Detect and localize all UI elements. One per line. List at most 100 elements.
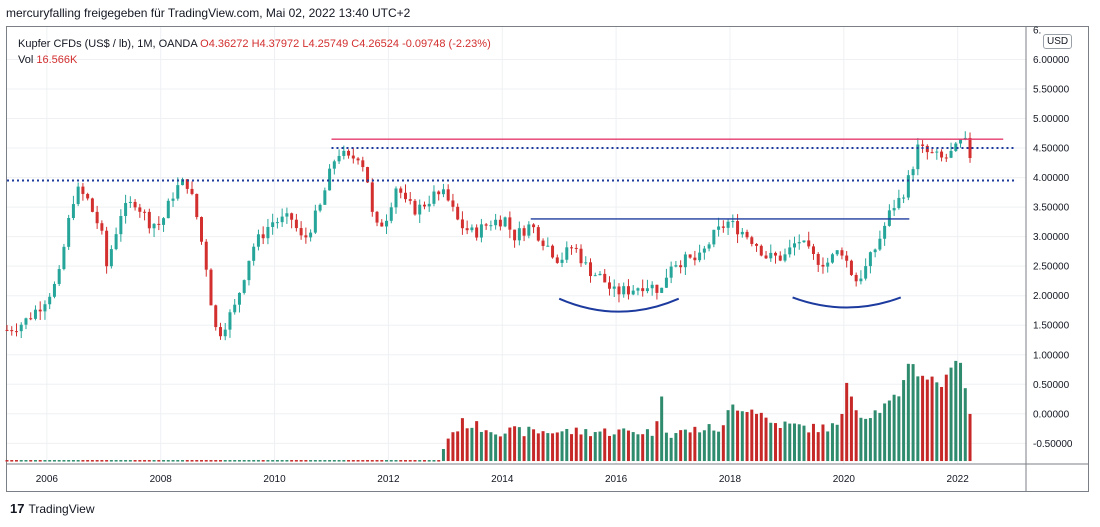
volume-bar <box>475 421 479 462</box>
candle-body <box>930 152 934 154</box>
x-tick-label: 2006 <box>36 474 59 485</box>
candle-body <box>52 283 56 297</box>
x-tick-label: 2008 <box>150 474 173 485</box>
volume-bar <box>617 429 621 462</box>
candle-body <box>475 227 479 238</box>
volume-bar <box>228 460 232 462</box>
candle-body <box>721 226 725 228</box>
ohlc-low: L4.25749 <box>302 38 349 50</box>
tradingview-brand[interactable]: 17 TradingView <box>10 501 95 516</box>
volume-bar <box>342 460 346 462</box>
volume-bar <box>394 460 398 462</box>
candle-body <box>873 249 877 253</box>
candle-body <box>792 243 796 248</box>
volume-bar <box>271 460 275 462</box>
candle-body <box>949 150 953 158</box>
volume-bar <box>171 460 175 462</box>
tradingview-logo-icon: 17 <box>10 501 25 516</box>
volume-bar <box>124 460 128 462</box>
candle-body <box>660 287 664 293</box>
volume-bar <box>560 431 564 462</box>
volume-bar <box>143 460 147 462</box>
volume-bar <box>290 460 294 462</box>
volume-bar <box>10 460 14 462</box>
cup-arc <box>792 296 902 309</box>
volume-bar <box>574 427 578 462</box>
candle-body <box>323 190 327 205</box>
y-tick-label: 3.50000 <box>1033 203 1070 214</box>
x-tick-label: 2020 <box>833 474 856 485</box>
volume-bar <box>181 460 185 462</box>
candle-body <box>849 260 853 275</box>
candle-body <box>465 228 469 231</box>
candle-body <box>522 228 526 236</box>
volume-bar <box>916 376 920 462</box>
volume-bar <box>38 460 42 462</box>
volume-bar <box>408 460 412 462</box>
candle-body <box>138 207 142 212</box>
volume-bar <box>294 460 298 462</box>
volume-bar <box>195 460 199 462</box>
candle-body <box>897 197 901 209</box>
volume-bar <box>152 460 156 462</box>
volume-bar <box>204 460 208 462</box>
y-tick-label: 2.50000 <box>1033 262 1070 273</box>
symbol-legend: Kupfer CFDs (US$ / lb), 1M, OANDA O4.362… <box>18 36 491 68</box>
candle-body <box>280 216 284 223</box>
candle-body <box>290 213 294 220</box>
volume-bar <box>71 460 75 462</box>
candle-body <box>105 230 109 267</box>
volume-bar <box>845 382 849 462</box>
volume-bar <box>147 460 151 462</box>
volume-bar <box>631 432 635 462</box>
volume-bar <box>5 460 9 462</box>
candle-body <box>10 330 14 332</box>
candle-body <box>275 222 279 224</box>
candle-body <box>86 193 90 199</box>
candle-body <box>698 252 702 261</box>
volume-bar <box>437 460 441 462</box>
candle-body <box>484 224 488 226</box>
candle-body <box>185 179 189 189</box>
volume-bar <box>584 429 588 462</box>
volume-bar <box>740 411 744 462</box>
candle-body <box>43 304 47 312</box>
volume-bar <box>242 460 246 462</box>
volume-bar <box>95 460 99 462</box>
volume-bar <box>470 427 474 462</box>
candle-body <box>309 232 313 238</box>
candle-body <box>451 200 455 207</box>
volume-bar <box>712 430 716 462</box>
volume-bar <box>76 460 80 462</box>
volume-bar <box>783 421 787 462</box>
volume-bar <box>565 428 569 462</box>
volume-bar <box>14 460 18 462</box>
volume-bar <box>370 460 374 462</box>
volume-bar <box>859 417 863 462</box>
candle-body <box>181 179 185 186</box>
candle-body <box>864 266 868 279</box>
currency-button[interactable]: USD <box>1043 34 1073 49</box>
volume-bar <box>24 460 28 462</box>
candle-body <box>337 155 341 162</box>
grid-lines <box>7 27 1026 464</box>
annotations <box>7 138 1015 313</box>
candle-body <box>693 257 697 261</box>
candle-body <box>48 296 52 305</box>
volume-bar <box>366 460 370 462</box>
volume-bar <box>570 434 574 462</box>
candle-body <box>237 292 241 305</box>
volume-bar <box>607 435 611 462</box>
candle-body <box>593 275 597 277</box>
volume-bar <box>902 380 906 462</box>
volume-bar <box>527 426 531 462</box>
volume-bar <box>304 460 308 462</box>
candle-body <box>152 223 156 229</box>
y-tick-label: 1.50000 <box>1033 321 1070 332</box>
candle-body <box>90 198 94 212</box>
volume-bar <box>764 417 768 462</box>
volume-bar <box>100 460 104 462</box>
candle-body <box>664 277 668 288</box>
volume-bar <box>280 460 284 462</box>
